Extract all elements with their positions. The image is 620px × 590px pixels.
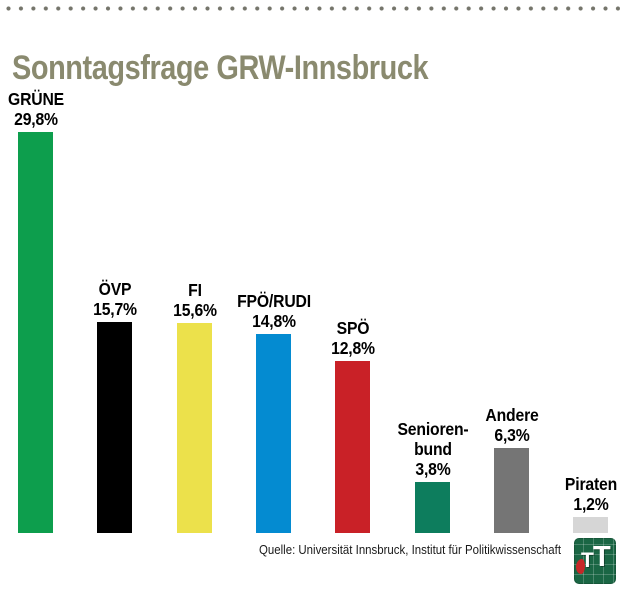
bar-label-line: Piraten — [564, 474, 617, 494]
bar-label-line: 12,8% — [330, 338, 375, 358]
bar-label-line: 3,8% — [414, 459, 451, 479]
bar-spoe — [335, 361, 370, 533]
bar-label-spoe: SPÖ 12,8% — [294, 318, 411, 358]
bar-label-andere: Andere 6,3% — [453, 405, 570, 445]
logo-letter-t1: T — [581, 549, 594, 572]
bar-gruene — [18, 132, 53, 533]
dotted-top-border — [6, 6, 620, 12]
bar-label-line: 29,8% — [13, 109, 58, 129]
bar-label-line: SPÖ — [336, 318, 369, 338]
bar-fi — [177, 323, 212, 533]
bar-label-fpoe-rudi: FPÖ/RUDI 14,8% — [215, 291, 332, 331]
tt-logo: T T — [574, 538, 616, 584]
page-title: Sonntagsfrage GRW-Innsbruck — [12, 48, 429, 87]
eagle-icon — [576, 559, 585, 574]
bar-fpoe-rudi — [256, 334, 291, 533]
bar-label-line: FI — [187, 280, 202, 300]
bar-label-line: Andere — [484, 405, 539, 425]
bar-label-line: 15,6% — [172, 300, 217, 320]
bar-label-fi: FI 15,6% — [136, 280, 253, 320]
bar-label-line: 14,8% — [251, 311, 296, 331]
logo-letter-t2: T — [593, 541, 611, 573]
bar-label-line: 6,3% — [493, 425, 530, 445]
bar-seniorenbund — [415, 482, 450, 533]
bar-piraten — [573, 517, 608, 533]
bar-label-line: GRÜNE — [7, 89, 64, 109]
bar-andere — [494, 448, 529, 533]
bar-label-line: FPÖ/RUDI — [236, 291, 311, 311]
bar-label-line: Senioren- — [396, 419, 469, 439]
bar-oevp — [97, 322, 132, 533]
bar-label-oevp: ÖVP 15,7% — [56, 279, 173, 319]
bar-label-line: ÖVP — [98, 279, 131, 299]
bar-label-piraten: Piraten 1,2% — [532, 474, 620, 514]
bar-label-line: bund — [413, 439, 452, 459]
bar-label-line: 15,7% — [92, 299, 137, 319]
bar-label-line: 1,2% — [572, 494, 609, 514]
bar-label-gruene: GRÜNE 29,8% — [0, 89, 94, 129]
source-text: Quelle: Universität Innsbruck, Institut … — [259, 542, 562, 557]
bar-label-seniorenbund: Senioren-bund 3,8% — [374, 419, 491, 479]
